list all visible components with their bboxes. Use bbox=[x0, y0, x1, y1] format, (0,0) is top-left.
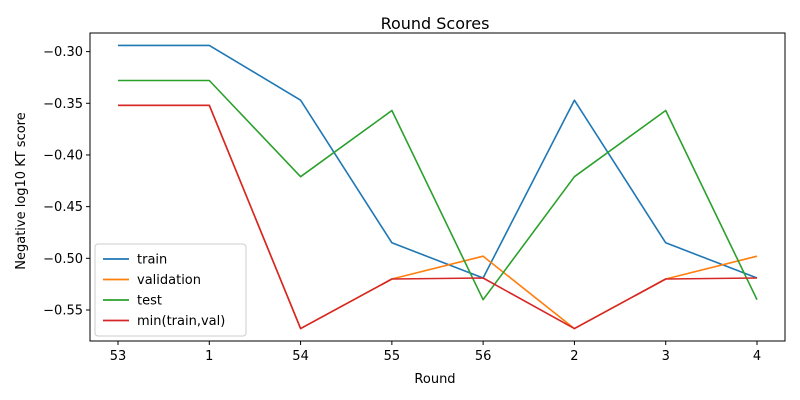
x-axis-label: Round bbox=[414, 372, 455, 387]
legend-label: validation bbox=[137, 273, 201, 288]
y-tick-label: −0.50 bbox=[43, 252, 83, 267]
x-tick-label: 2 bbox=[570, 349, 578, 364]
x-tick-label: 53 bbox=[110, 349, 127, 364]
x-tick-label: 1 bbox=[205, 349, 213, 364]
x-tick-label: 3 bbox=[662, 349, 670, 364]
legend: train validation test min(train,val) bbox=[94, 243, 247, 337]
series-line-3 bbox=[118, 104, 758, 330]
series-line-2 bbox=[118, 79, 758, 301]
x-tick-label: 54 bbox=[292, 349, 309, 364]
x-tick-label: 55 bbox=[384, 349, 401, 364]
y-tick-label: −0.40 bbox=[43, 148, 83, 163]
y-tick-label: −0.55 bbox=[43, 303, 83, 318]
x-tick-label: 56 bbox=[475, 349, 492, 364]
legend-label: test bbox=[137, 294, 162, 309]
legend-box bbox=[94, 243, 247, 337]
plot-frame bbox=[89, 32, 786, 342]
chart-title: Round Scores bbox=[381, 14, 490, 33]
legend-label: train bbox=[137, 253, 167, 268]
y-tick-label: −0.30 bbox=[43, 45, 83, 60]
series-line-0 bbox=[118, 44, 758, 279]
y-tick-label: −0.45 bbox=[43, 200, 83, 215]
ticks-layer: 53 1 54 55 56 2 3 4 −0.30 −0.35 −0.40 −0.45 −0.50 −0.… bbox=[43, 45, 761, 364]
y-axis-label: Negative log10 KT score bbox=[14, 112, 29, 270]
y-tick-label: −0.35 bbox=[43, 97, 83, 112]
x-tick-label: 4 bbox=[753, 349, 761, 364]
series-layer bbox=[118, 44, 758, 330]
legend-label: min(train,val) bbox=[137, 314, 225, 329]
